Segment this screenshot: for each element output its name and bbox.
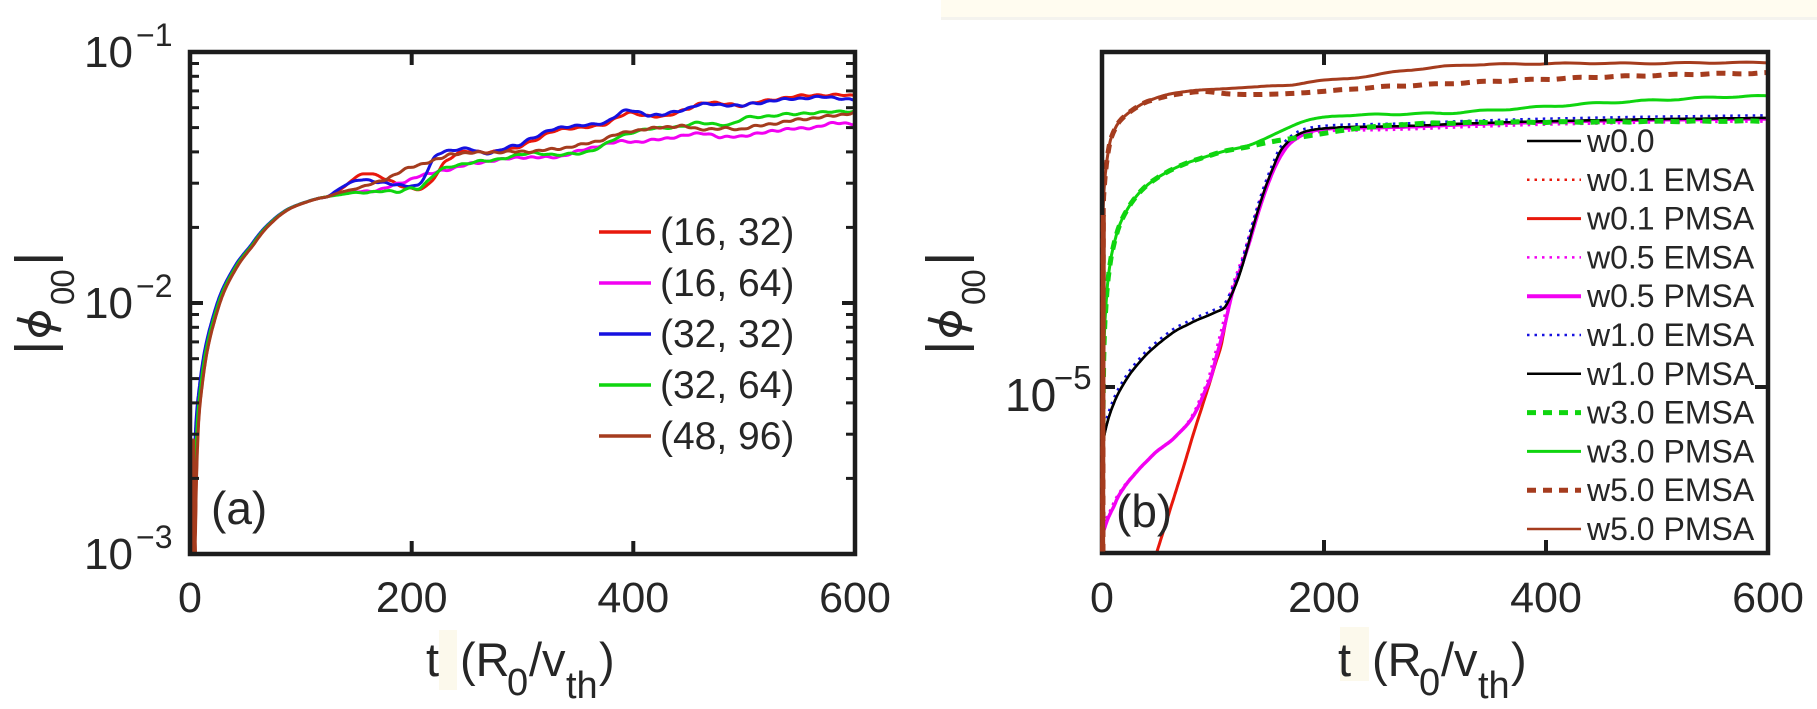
svg-text:(16, 64): (16, 64) <box>660 262 794 305</box>
svg-text:10: 10 <box>1005 369 1056 421</box>
svg-text:10: 10 <box>84 279 133 328</box>
svg-text:t: t <box>1338 633 1351 686</box>
svg-text:600: 600 <box>1732 574 1804 622</box>
svg-text:th: th <box>1478 665 1510 707</box>
svg-text:th: th <box>566 665 598 707</box>
svg-text:−5: −5 <box>1054 359 1092 396</box>
svg-text:0: 0 <box>178 574 202 622</box>
svg-text:w3.0 PMSA: w3.0 PMSA <box>1586 433 1755 469</box>
svg-text:(16, 32): (16, 32) <box>660 211 794 254</box>
svg-text:(48, 96): (48, 96) <box>660 415 794 458</box>
svg-text:w1.0 EMSA: w1.0 EMSA <box>1586 317 1755 353</box>
svg-text:0: 0 <box>507 662 528 704</box>
svg-text:(32, 32): (32, 32) <box>660 313 794 356</box>
svg-text:w0.5 PMSA: w0.5 PMSA <box>1586 278 1755 314</box>
svg-text:−1: −1 <box>136 17 172 53</box>
svg-text:w3.0 EMSA: w3.0 EMSA <box>1586 395 1755 431</box>
svg-text:/v: /v <box>529 633 566 686</box>
svg-text:00: 00 <box>44 270 81 305</box>
svg-text:(b): (b) <box>1116 485 1172 537</box>
svg-text:−3: −3 <box>136 519 172 555</box>
svg-text:(32, 64): (32, 64) <box>660 364 794 407</box>
svg-text:w1.0 PMSA: w1.0 PMSA <box>1586 356 1755 392</box>
svg-text:(a): (a) <box>211 482 267 534</box>
svg-text:600: 600 <box>819 574 891 622</box>
svg-text:(R: (R <box>460 633 510 686</box>
svg-text:0: 0 <box>1090 574 1114 622</box>
svg-text:): ) <box>1511 633 1527 686</box>
svg-text:200: 200 <box>1288 574 1360 622</box>
svg-text:−2: −2 <box>136 268 172 304</box>
svg-text:10: 10 <box>84 530 133 579</box>
svg-text:w0.1 EMSA: w0.1 EMSA <box>1586 162 1755 198</box>
svg-text:10: 10 <box>84 28 133 77</box>
svg-text:w0.5 EMSA: w0.5 EMSA <box>1586 239 1755 275</box>
svg-text:(R: (R <box>1372 633 1422 686</box>
svg-text:w0.1 PMSA: w0.1 PMSA <box>1586 201 1755 237</box>
svg-text:/v: /v <box>1441 633 1478 686</box>
svg-text:w5.0 PMSA: w5.0 PMSA <box>1586 511 1755 547</box>
svg-text:200: 200 <box>376 574 448 622</box>
svg-text:400: 400 <box>597 574 669 622</box>
svg-text:t: t <box>426 633 439 686</box>
svg-text:): ) <box>599 633 615 686</box>
svg-text:400: 400 <box>1510 574 1582 622</box>
svg-text:00: 00 <box>955 270 992 305</box>
svg-text:w0.0: w0.0 <box>1586 123 1655 159</box>
svg-text:0: 0 <box>1419 662 1440 704</box>
svg-text:w5.0 EMSA: w5.0 EMSA <box>1586 472 1755 508</box>
